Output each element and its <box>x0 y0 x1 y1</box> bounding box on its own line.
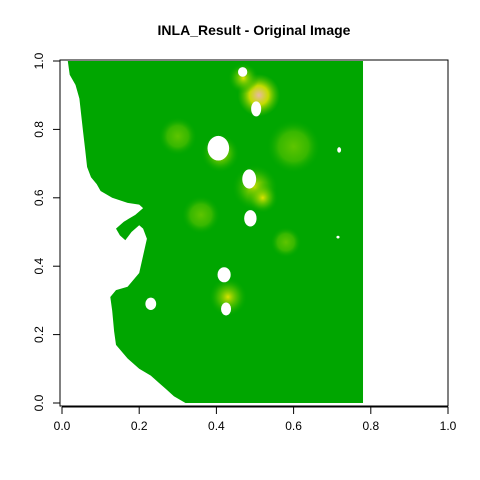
x-tick-label: 0.0 <box>54 419 71 433</box>
x-tick-label: 0.8 <box>362 419 379 433</box>
hotspot <box>208 277 248 317</box>
no-data-hole <box>238 67 248 77</box>
x-tick-label: 0.4 <box>208 419 225 433</box>
hotspot <box>270 226 302 258</box>
y-tick-label: 0.4 <box>32 258 46 275</box>
x-tick-label: 0.2 <box>131 419 148 433</box>
hotspot <box>158 116 198 156</box>
no-data-hole <box>244 210 257 227</box>
hotspot <box>227 62 259 94</box>
heatmap-raster <box>62 61 364 403</box>
y-tick-label: 1.0 <box>32 52 46 69</box>
no-data-hole <box>337 147 342 153</box>
y-tick-label: 0.8 <box>32 121 46 138</box>
hotspot <box>181 195 221 235</box>
hotspot <box>266 119 321 174</box>
no-data-hole <box>217 267 231 283</box>
chart-title: INLA_Result - Original Image <box>158 22 351 38</box>
x-tick-label: 1.0 <box>440 419 457 433</box>
plot-frame <box>59 59 449 407</box>
no-data-hole <box>242 169 257 189</box>
no-data-region <box>62 61 186 403</box>
no-data-hole <box>336 235 340 239</box>
y-tick-label: 0.6 <box>32 189 46 206</box>
y-tick-label: 0.2 <box>32 326 46 343</box>
hotspot <box>247 182 279 214</box>
x-tick-label: 0.6 <box>285 419 302 433</box>
no-data-hole <box>251 101 262 117</box>
no-data-hole <box>221 302 232 316</box>
no-data-hole <box>207 135 230 161</box>
y-tick-label: 0.0 <box>32 394 46 411</box>
no-data-hole <box>145 297 157 310</box>
